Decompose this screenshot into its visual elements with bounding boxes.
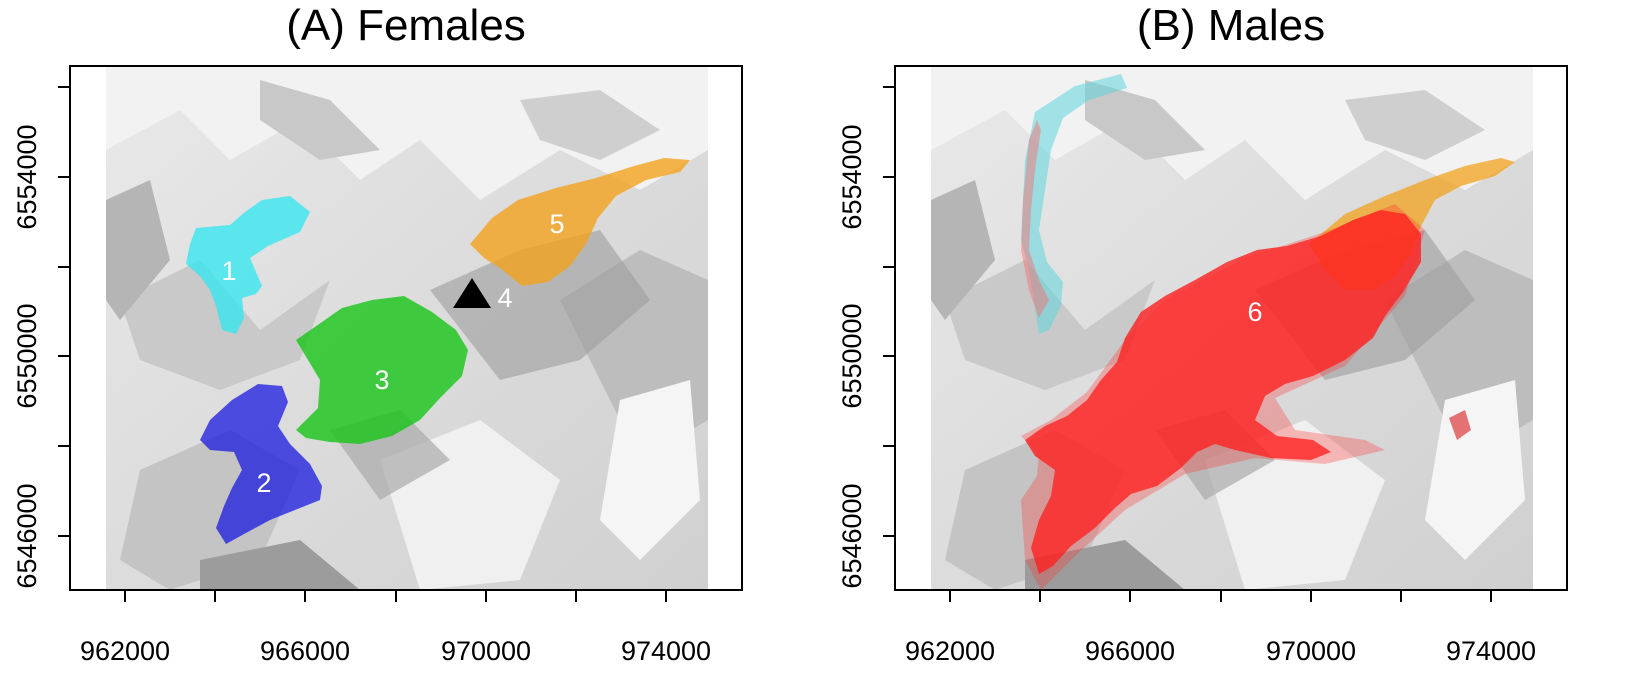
panel-females: (A) Females [12,1,743,666]
x-tick-label: 966000 [1085,636,1175,666]
range-2-polygon [200,384,322,544]
range-1-polygon [186,196,310,334]
panel-title: (B) Males [1136,1,1326,50]
x-tick-label: 962000 [905,636,995,666]
range-3-polygon [296,296,468,444]
y-tick-label: 6550000 [837,303,867,408]
marker-label-4: 4 [497,283,512,313]
x-tick-label: 962000 [80,636,170,666]
range-label-5: 5 [549,209,564,239]
x-tick-label: 974000 [621,636,711,666]
range-6-polygon [1025,210,1421,574]
x-axis [949,590,1492,602]
range-cyan-polygon [1021,74,1127,334]
location-triangle-marker [453,278,491,308]
x-tick-label: 970000 [441,636,531,666]
y-tick-label: 6546000 [12,483,42,588]
y-tick-label: 6546000 [837,483,867,588]
range-6-outer-halo [1021,204,1425,590]
range-label-6: 6 [1247,297,1262,327]
plot-frame [894,65,1568,591]
range-pink-edge [1021,120,1049,318]
y-tick-label: 6554000 [12,124,42,229]
range-label-2: 2 [256,468,271,498]
range-label-3: 3 [374,365,389,395]
y-tick-label: 6554000 [837,124,867,229]
range-6-eastern-patch [1449,410,1471,440]
y-axis [58,86,70,537]
panel-title: (A) Females [286,1,526,50]
y-tick-label: 6550000 [12,303,42,408]
panel-svg: 6 962000 966000 970000 974000 [837,65,1568,666]
range-5-polygon [470,158,690,286]
x-axis [124,590,667,602]
x-tick-label: 974000 [1446,636,1536,666]
range-label-1: 1 [221,256,236,286]
panel-svg: 1 2 3 5 4 962000 966000 970000 974000 [12,65,743,666]
x-tick-label: 966000 [260,636,350,666]
x-tick-label: 970000 [1266,636,1356,666]
y-axis [883,86,895,537]
panel-males: (B) Males [825,0,1650,699]
plot-frame [69,65,743,591]
